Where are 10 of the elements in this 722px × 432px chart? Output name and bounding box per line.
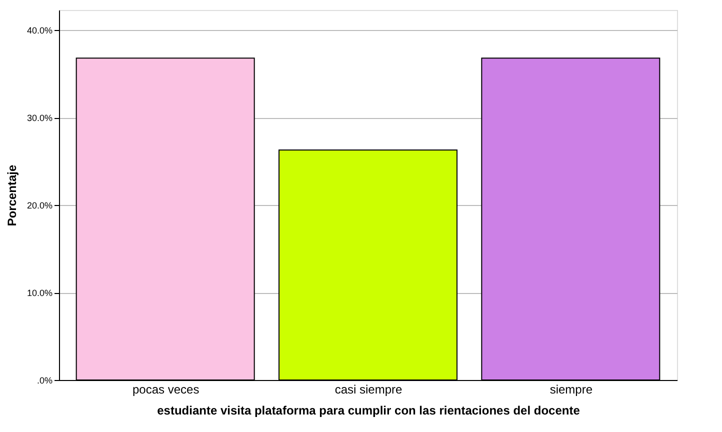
x-tick-label: siempre (550, 382, 593, 396)
y-tick-label: 30.0% (26, 113, 52, 124)
x-tick-label: casi siempre (334, 382, 402, 396)
y-tick-label: 10.0% (26, 288, 52, 298)
y-tick-label: .0% (36, 376, 52, 386)
x-tick-label: pocas veces (132, 382, 200, 396)
y-tick-label: 20.0% (26, 200, 52, 211)
y-tick-label: 40.0% (26, 26, 52, 36)
x-axis-title: estudiante visita plataforma para cumplir con las rientaciones del docente (157, 404, 580, 418)
y-axis-title: Porcentaje (4, 164, 19, 226)
